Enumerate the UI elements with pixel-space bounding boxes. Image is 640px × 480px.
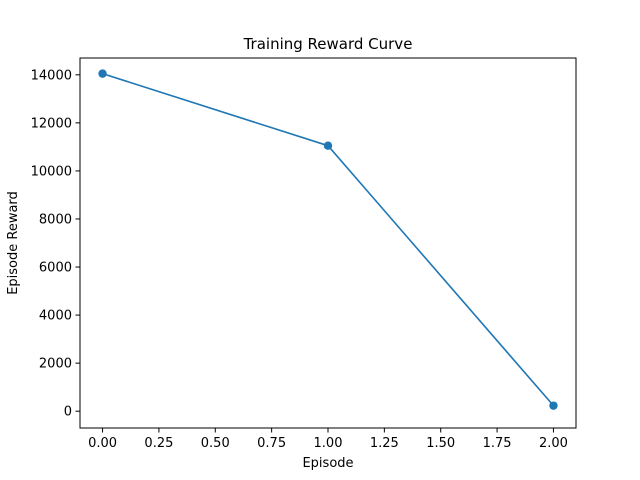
y-axis-label: Episode Reward: [6, 191, 21, 295]
x-tick-label: 0.00: [88, 436, 117, 451]
y-tick-label: 6000: [39, 261, 72, 276]
x-tick-label: 1.50: [426, 436, 455, 451]
y-tick-label: 12000: [31, 116, 72, 131]
y-tick-label: 0: [64, 405, 72, 420]
y-axis: 0 2000 4000 6000 8000 10000 12000 14000: [31, 68, 80, 420]
x-tick-label: 0.75: [257, 436, 286, 451]
series-layer: [98, 69, 558, 410]
x-tick-label: 1.00: [314, 436, 343, 451]
y-tick-label: 14000: [31, 68, 72, 83]
x-axis-label: Episode: [302, 456, 353, 471]
y-tick-label: 2000: [39, 357, 72, 372]
data-point: [549, 401, 558, 410]
y-tick-label: 4000: [39, 309, 72, 324]
x-tick-label: 0.25: [144, 436, 173, 451]
data-point: [98, 69, 107, 78]
x-tick-label: 1.75: [483, 436, 512, 451]
y-tick-label: 10000: [31, 164, 72, 179]
y-tick-label: 8000: [39, 212, 72, 227]
x-tick-label: 0.50: [201, 436, 230, 451]
x-tick-label: 2.00: [539, 436, 568, 451]
data-point: [323, 141, 333, 150]
x-tick-label: 1.25: [370, 436, 399, 451]
chart-title: Training Reward Curve: [243, 35, 413, 53]
x-axis: 0.00 0.25 0.50 0.75 1.00 1.25 1.50 1.75 2.00: [88, 428, 568, 451]
